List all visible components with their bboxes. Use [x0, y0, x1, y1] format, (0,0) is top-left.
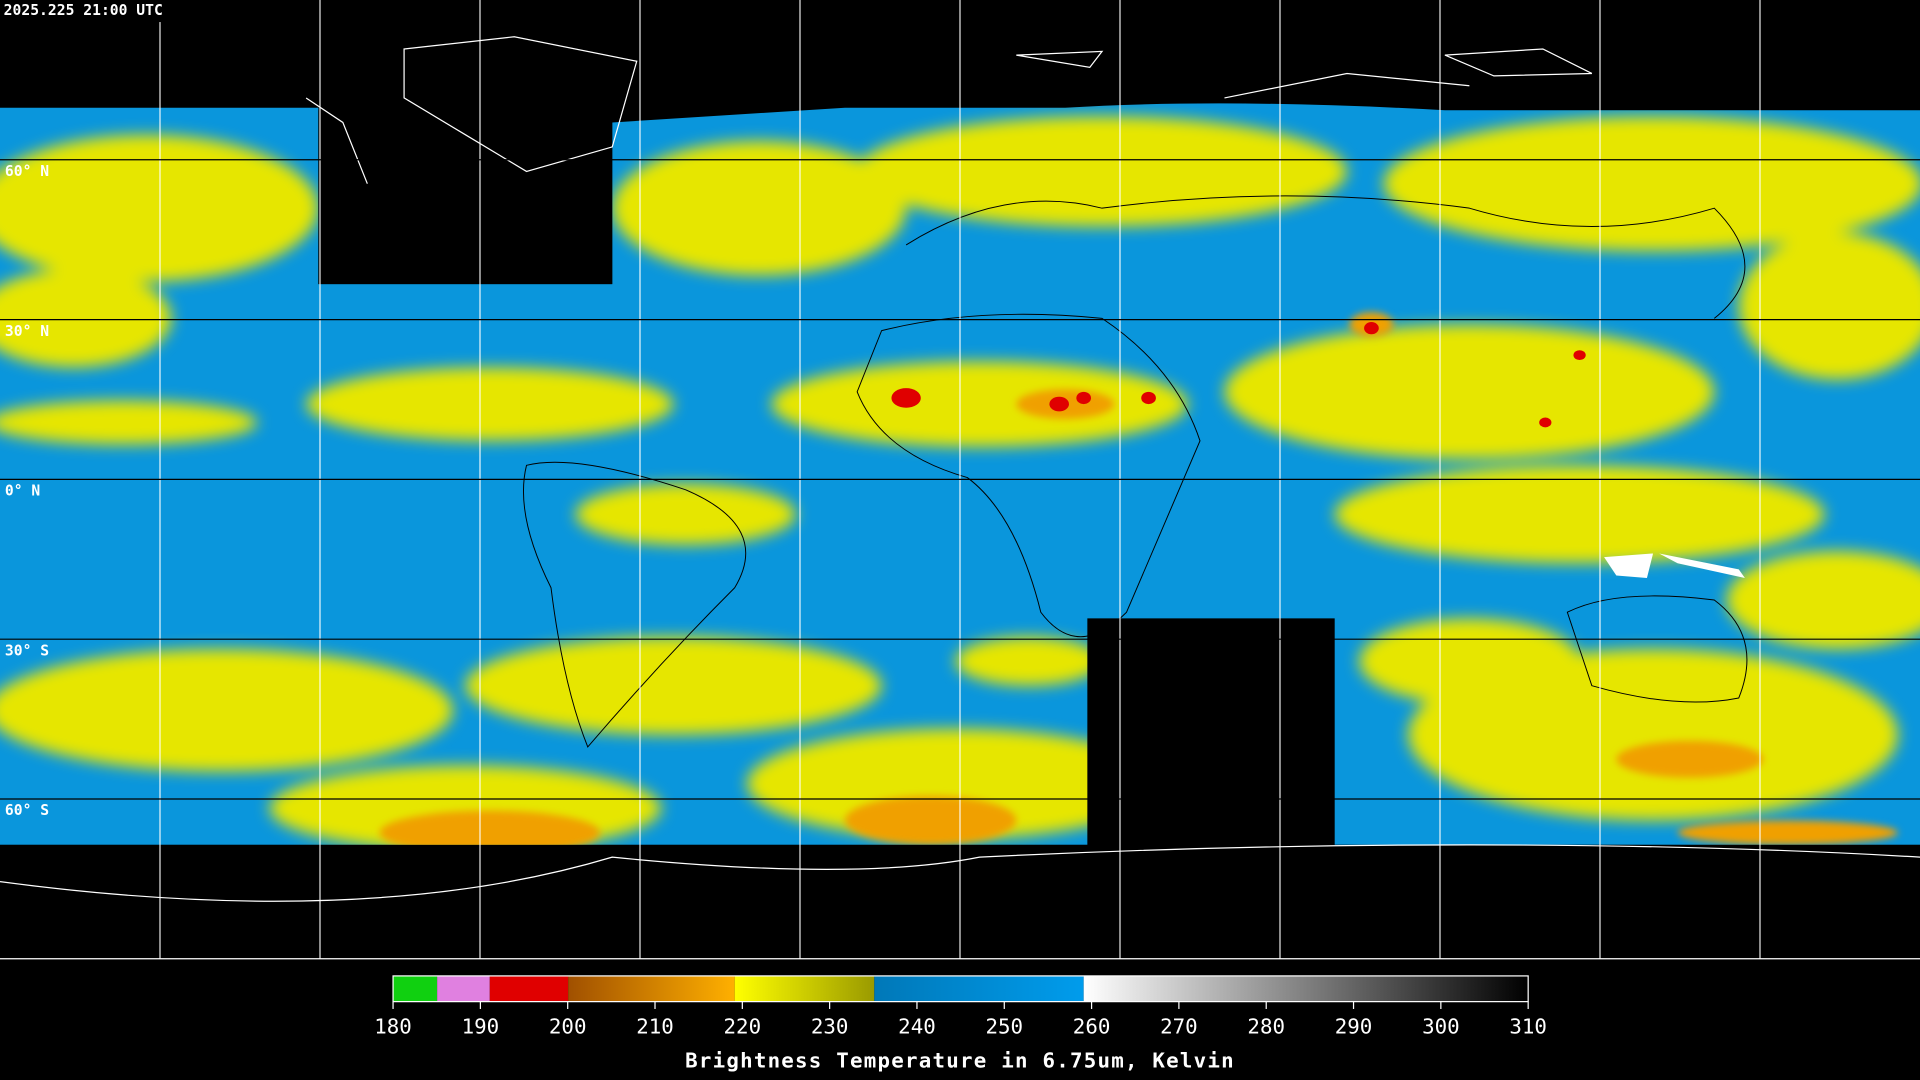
colorbar-tick-label: 230 — [811, 1014, 849, 1038]
coastlines-dark — [522, 195, 1748, 748]
colorbar-tick-label: 210 — [636, 1014, 674, 1038]
colorbar-tick-label: 180 — [374, 1014, 412, 1038]
warm-spots — [1604, 553, 1745, 578]
colorbar-tick-label: 260 — [1073, 1014, 1111, 1038]
colorbar-tick-label: 220 — [724, 1014, 762, 1038]
latitude-label: 0° N — [5, 483, 40, 500]
cb-red — [489, 975, 569, 1002]
cb-green — [393, 975, 438, 1002]
timestamp: 2025.225 21:00 UTC — [4, 2, 163, 19]
colorbar-tick-label: 250 — [985, 1014, 1023, 1038]
timestamp-bg — [0, 0, 221, 23]
colorbar-tick-label: 310 — [1509, 1014, 1547, 1038]
cb-orange — [568, 975, 735, 1002]
colorbar-title: Brightness Temperature in 6.75um, Kelvin — [685, 1049, 1235, 1073]
cb-pink — [437, 975, 490, 1002]
colorbar-tick-label: 300 — [1422, 1014, 1460, 1038]
latitude-grid: 60° N 30° N 0° N 30° S 60° S — [0, 159, 1920, 960]
latitude-label: 30° N — [5, 323, 49, 340]
colorbar-tick-label: 190 — [462, 1014, 500, 1038]
colorbar-tick-label: 270 — [1160, 1014, 1198, 1038]
colorbar-tick-label: 290 — [1335, 1014, 1373, 1038]
moist-regions — [0, 116, 1920, 845]
latitude-label: 60° S — [5, 802, 49, 819]
cb-gray — [1083, 975, 1529, 1002]
cb-yellow — [734, 975, 875, 1002]
cb-frame — [392, 975, 1529, 1003]
latitude-label: 30° S — [5, 642, 49, 659]
cb-blue — [874, 975, 1084, 1002]
colorbar-tick-label: 240 — [898, 1014, 936, 1038]
colorbar: 180 190 200 210 220 230 240 250 260 270 280 290 300 3… — [374, 975, 1547, 1038]
colorbar-tick-label: 280 — [1247, 1014, 1285, 1038]
colorbar-tick-label: 200 — [549, 1014, 587, 1038]
latitude-label: 60° N — [5, 163, 49, 180]
deep-convection — [891, 322, 1586, 428]
